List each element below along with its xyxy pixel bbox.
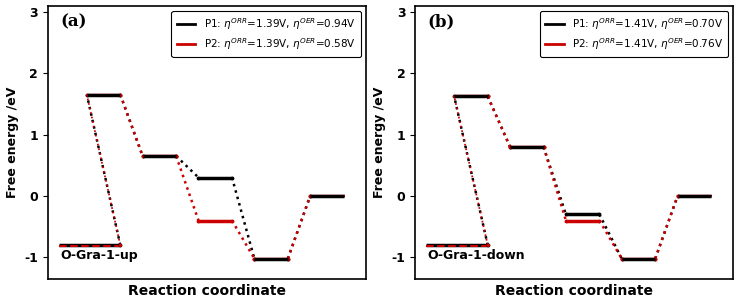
Text: O-Gra-1-up: O-Gra-1-up — [61, 250, 138, 262]
Legend: P1: $\eta^{ORR}$=1.39V, $\eta^{OER}$=0.94V, P2: $\eta^{ORR}$=1.39V, $\eta^{OER}$: P1: $\eta^{ORR}$=1.39V, $\eta^{OER}$=0.9… — [171, 11, 361, 57]
Legend: P1: $\eta^{ORR}$=1.41V, $\eta^{OER}$=0.70V, P2: $\eta^{ORR}$=1.41V, $\eta^{OER}$: P1: $\eta^{ORR}$=1.41V, $\eta^{OER}$=0.7… — [539, 11, 728, 57]
X-axis label: Reaction coordinate: Reaction coordinate — [495, 285, 653, 299]
Text: (b): (b) — [428, 14, 455, 31]
X-axis label: Reaction coordinate: Reaction coordinate — [128, 285, 286, 299]
Text: (a): (a) — [61, 14, 87, 31]
Y-axis label: Free energy /eV: Free energy /eV — [6, 87, 18, 198]
Y-axis label: Free energy /eV: Free energy /eV — [373, 87, 386, 198]
Text: O-Gra-1-down: O-Gra-1-down — [428, 250, 525, 262]
